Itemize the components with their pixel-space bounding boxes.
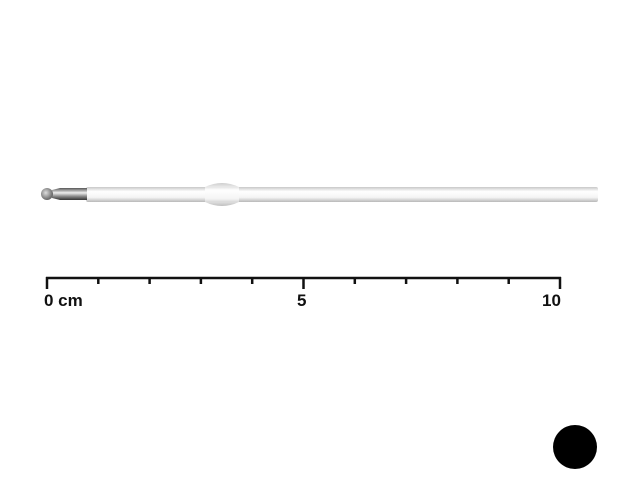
ruler-label-0: 0 cm [44,291,83,310]
metal-tip [52,188,87,200]
refill-tube [86,187,598,202]
ball-tip [41,188,53,200]
ruler-label-5: 5 [297,291,307,310]
refill-bulge [205,183,239,206]
ruler-label-10: 10 [542,291,561,310]
pen-refill [41,183,598,206]
ruler [45,276,562,289]
ink-dot-swatch [553,425,597,469]
